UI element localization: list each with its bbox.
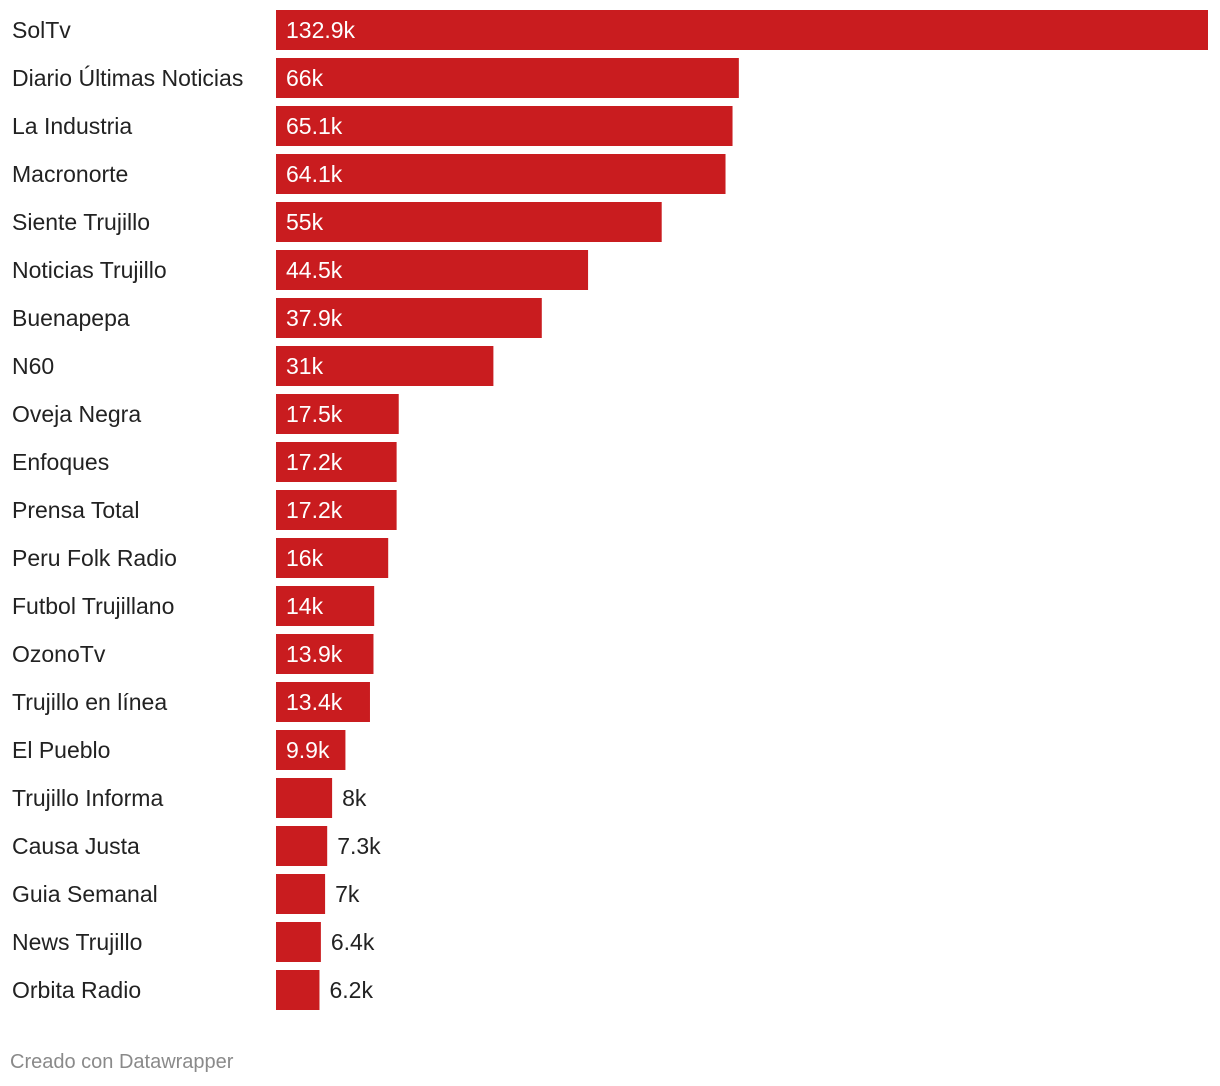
bar-row: Trujillo Informa 8k: [12, 778, 367, 818]
bar-row: Peru Folk Radio 16k: [12, 538, 389, 578]
chart-rows: SolTv 132.9k Diario Últimas Noticias 66k La …: [12, 10, 1208, 1010]
footer-credit[interactable]: Creado con Datawrapper: [10, 1051, 234, 1073]
value-label: 65.1k: [286, 113, 343, 139]
value-label: 55k: [286, 209, 324, 235]
bar: [276, 682, 370, 722]
category-label: Peru Folk Radio: [12, 545, 177, 571]
category-label: Buenapepa: [12, 305, 130, 331]
category-label: Causa Justa: [12, 833, 140, 859]
bar-row: Prensa Total 17.2k: [12, 490, 397, 530]
category-label: Diario Últimas Noticias: [12, 65, 243, 91]
bar: [276, 106, 733, 146]
bar-chart: SolTv 132.9k Diario Últimas Noticias 66k La …: [12, 10, 1208, 1010]
category-label: Noticias Trujillo: [12, 257, 167, 283]
value-label: 17.2k: [286, 449, 343, 475]
bar-row: SolTv 132.9k: [12, 10, 1208, 50]
category-label: Enfoques: [12, 449, 109, 475]
bar: [276, 202, 662, 242]
value-label: 132.9k: [286, 17, 356, 43]
value-label: 17.5k: [286, 401, 343, 427]
value-label: 31k: [286, 353, 324, 379]
bar-row: Orbita Radio 6.2k: [12, 970, 373, 1010]
value-label: 44.5k: [286, 257, 343, 283]
bar: [276, 442, 397, 482]
bar: [276, 154, 726, 194]
bar: [276, 970, 320, 1010]
bar-row: Enfoques 17.2k: [12, 442, 397, 482]
bar: [276, 586, 375, 626]
category-label: El Pueblo: [12, 737, 110, 763]
bar-row: Buenapepa 37.9k: [12, 298, 542, 338]
bar-row: Oveja Negra 17.5k: [12, 394, 399, 434]
bar-row: Futbol Trujillano 14k: [12, 586, 375, 626]
bar: [276, 922, 321, 962]
category-label: La Industria: [12, 113, 132, 139]
bar-row: Siente Trujillo 55k: [12, 202, 662, 242]
category-label: Trujillo en línea: [12, 689, 167, 715]
bar: [276, 490, 397, 530]
bar: [276, 58, 739, 98]
category-label: Orbita Radio: [12, 977, 141, 1003]
bar-row: Guia Semanal 7k: [12, 874, 360, 914]
bar: [276, 250, 589, 290]
bar-row: News Trujillo 6.4k: [12, 922, 375, 962]
value-label: 14k: [286, 593, 324, 619]
category-label: N60: [12, 353, 54, 379]
bar: [276, 730, 346, 770]
value-label: 13.4k: [286, 689, 343, 715]
category-label: SolTv: [12, 17, 71, 43]
value-label: 17.2k: [286, 497, 343, 523]
value-label: 6.2k: [329, 977, 373, 1003]
bar: [276, 826, 328, 866]
bar: [276, 10, 1208, 50]
category-label: Oveja Negra: [12, 401, 141, 427]
category-label: OzonoTv: [12, 641, 106, 667]
bar-row: Macronorte 64.1k: [12, 154, 726, 194]
value-label: 7.3k: [337, 833, 381, 859]
bar-row: OzonoTv 13.9k: [12, 634, 374, 674]
value-label: 16k: [286, 545, 324, 571]
bar: [276, 874, 326, 914]
bar: [276, 394, 399, 434]
category-label: News Trujillo: [12, 929, 142, 955]
value-label: 13.9k: [286, 641, 343, 667]
category-label: Trujillo Informa: [12, 785, 163, 811]
value-label: 64.1k: [286, 161, 343, 187]
bar: [276, 346, 494, 386]
bar-row: Diario Últimas Noticias 66k: [12, 58, 739, 98]
bar: [276, 634, 374, 674]
value-label: 9.9k: [286, 737, 330, 763]
bar-row: El Pueblo 9.9k: [12, 730, 346, 770]
bar: [276, 778, 333, 818]
value-label: 7k: [335, 881, 360, 907]
bar-row: Trujillo en línea 13.4k: [12, 682, 370, 722]
value-label: 8k: [342, 785, 367, 811]
category-label: Guia Semanal: [12, 881, 158, 907]
value-label: 66k: [286, 65, 324, 91]
bar-row: N60 31k: [12, 346, 494, 386]
category-label: Futbol Trujillano: [12, 593, 174, 619]
bar: [276, 298, 542, 338]
bar-row: La Industria 65.1k: [12, 106, 733, 146]
bar: [276, 538, 389, 578]
value-label: 6.4k: [331, 929, 375, 955]
bar-row: Causa Justa 7.3k: [12, 826, 381, 866]
category-label: Siente Trujillo: [12, 209, 150, 235]
category-label: Prensa Total: [12, 497, 139, 523]
category-label: Macronorte: [12, 161, 128, 187]
bar-row: Noticias Trujillo 44.5k: [12, 250, 589, 290]
value-label: 37.9k: [286, 305, 343, 331]
